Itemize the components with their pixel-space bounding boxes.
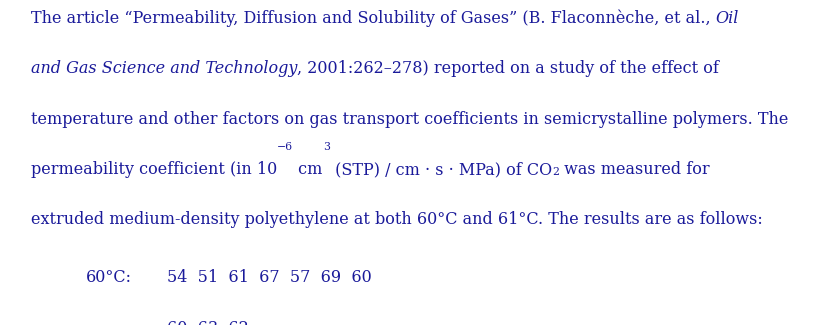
Text: 60°C:: 60°C: [85, 269, 132, 286]
Text: temperature and other factors on gas transport coefficients in semicrystalline p: temperature and other factors on gas tra… [31, 111, 788, 127]
Text: 54  51  61  67  57  69  60: 54 51 61 67 57 69 60 [167, 269, 372, 286]
Text: extruded medium-density polyethylene at both 60°C and 61°C. The results are as f: extruded medium-density polyethylene at … [31, 211, 763, 228]
Text: 3: 3 [322, 142, 330, 152]
Text: 60  63  62: 60 63 62 [167, 319, 248, 325]
Text: cm: cm [293, 161, 322, 178]
Text: 2: 2 [552, 167, 558, 177]
Text: −6: −6 [278, 142, 293, 152]
Text: (STP) / cm · s · MPa) of CO: (STP) / cm · s · MPa) of CO [330, 161, 552, 178]
Text: and Gas Science and Technology: and Gas Science and Technology [31, 60, 297, 77]
Text: was measured for: was measured for [558, 161, 710, 178]
Text: The article “Permeability, Diffusion and Solubility of Gases” (B. Flaconnèche, e: The article “Permeability, Diffusion and… [31, 10, 716, 27]
Text: Oil: Oil [716, 10, 739, 27]
Text: permeability coefficient (in 10: permeability coefficient (in 10 [31, 161, 278, 178]
Text: , 2001:262–278) reported on a study of the effect of: , 2001:262–278) reported on a study of t… [297, 60, 720, 77]
